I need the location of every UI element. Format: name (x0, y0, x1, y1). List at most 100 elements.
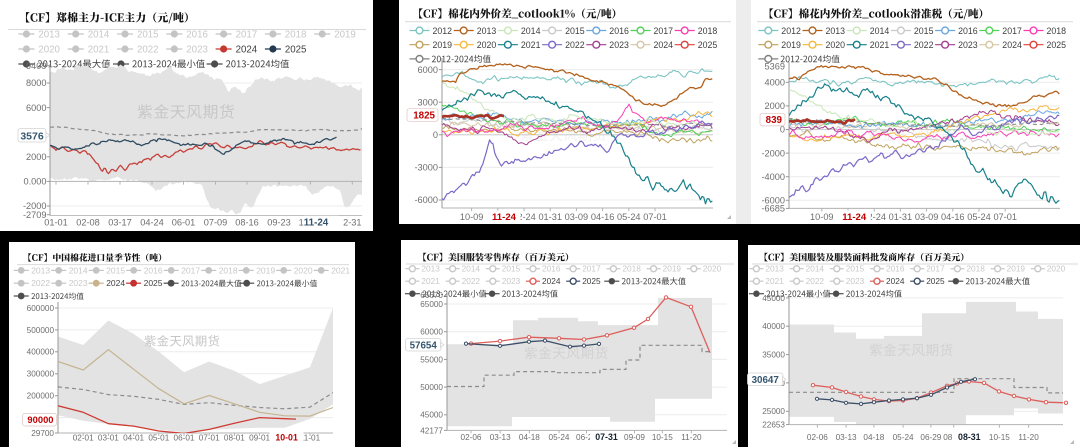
svg-text:2020: 2020 (1047, 264, 1066, 274)
svg-text:05-24: 05-24 (893, 433, 914, 442)
svg-text:2025: 2025 (1047, 40, 1067, 50)
svg-text:2018: 2018 (622, 264, 641, 274)
svg-text:45000: 45000 (762, 294, 785, 303)
svg-text:2013: 2013 (477, 26, 497, 36)
svg-text:03-17: 03-17 (108, 217, 132, 227)
svg-text:0: 0 (433, 130, 438, 140)
svg-text:2014: 2014 (521, 26, 541, 36)
svg-text:2014: 2014 (69, 265, 88, 275)
svg-text:2023: 2023 (846, 276, 865, 286)
svg-text:1825: 1825 (413, 110, 435, 121)
svg-text:03-13: 03-13 (490, 433, 511, 442)
svg-text:2020: 2020 (703, 264, 722, 274)
svg-text:90000: 90000 (27, 414, 53, 425)
svg-text:2016: 2016 (144, 265, 163, 275)
svg-text:2025: 2025 (285, 44, 307, 55)
svg-text:2022: 2022 (462, 276, 481, 286)
svg-text:2021: 2021 (521, 40, 541, 50)
svg-text:2017: 2017 (582, 264, 601, 274)
svg-text:50000: 50000 (420, 383, 443, 392)
svg-text:2025: 2025 (144, 278, 163, 288)
svg-text:2016: 2016 (609, 26, 629, 36)
svg-text:04-24: 04-24 (140, 217, 164, 227)
svg-text:2014: 2014 (870, 26, 890, 36)
svg-text:200000: 200000 (27, 392, 55, 401)
svg-text:2023: 2023 (502, 276, 521, 286)
svg-text:03-01: 03-01 (98, 434, 119, 443)
svg-text:2018: 2018 (285, 29, 307, 40)
svg-text:11-20: 11-20 (681, 433, 702, 442)
svg-text:66670: 66670 (420, 291, 443, 300)
svg-text:2018: 2018 (1047, 26, 1067, 36)
svg-text:06-29: 06-29 (920, 433, 941, 442)
svg-text:05-24: 05-24 (967, 212, 991, 222)
svg-text:05-24: 05-24 (549, 433, 570, 442)
svg-text:2024: 2024 (236, 44, 258, 55)
svg-text:2012: 2012 (781, 26, 801, 36)
svg-text:2017: 2017 (926, 264, 945, 274)
svg-text:2015: 2015 (106, 265, 125, 275)
svg-text:2016: 2016 (958, 26, 978, 36)
svg-text:2022: 2022 (914, 40, 934, 50)
svg-text:2021: 2021 (421, 276, 440, 286)
svg-text:40000: 40000 (762, 322, 785, 331)
svg-text:65000: 65000 (420, 300, 443, 309)
svg-text:02-08: 02-08 (76, 217, 100, 227)
svg-text:01-01: 01-01 (44, 217, 68, 227)
svg-text:11-20: 11-20 (1018, 433, 1039, 442)
svg-text:01-31: 01-31 (538, 212, 562, 222)
svg-text:2013: 2013 (38, 29, 60, 40)
svg-text:2019: 2019 (781, 40, 801, 50)
svg-text:07-31: 07-31 (595, 432, 618, 442)
svg-text:07-09: 07-09 (204, 217, 228, 227)
svg-text:2015: 2015 (502, 264, 521, 274)
svg-text:03-13: 03-13 (836, 433, 857, 442)
svg-text:2017: 2017 (181, 265, 200, 275)
svg-text:2024: 2024 (106, 278, 125, 288)
svg-text:2015: 2015 (846, 264, 865, 274)
svg-text:05-01: 05-01 (148, 434, 169, 443)
svg-text:8000: 8000 (26, 78, 46, 88)
svg-text:10-15: 10-15 (652, 433, 673, 442)
svg-text:2013: 2013 (826, 26, 846, 36)
svg-text:30647: 30647 (752, 375, 780, 386)
svg-text:03-09: 03-09 (565, 212, 589, 222)
svg-text:09-23: 09-23 (267, 217, 291, 227)
svg-text:04-01: 04-01 (123, 434, 144, 443)
svg-text:2018: 2018 (966, 264, 985, 274)
svg-text:12-24: 12-24 (862, 212, 886, 222)
svg-text:06-29: 06-29 (576, 433, 597, 442)
svg-text:2000: 2000 (26, 152, 46, 162)
svg-text:11-24: 11-24 (842, 212, 867, 223)
svg-text:2016: 2016 (886, 264, 905, 274)
svg-text:08-01: 08-01 (224, 434, 245, 443)
svg-text:2015: 2015 (137, 29, 159, 40)
svg-text:-4000: -4000 (762, 172, 786, 182)
svg-text:08-16: 08-16 (235, 217, 259, 227)
svg-text:02-06: 02-06 (807, 433, 828, 442)
svg-text:2013: 2013 (765, 264, 784, 274)
svg-text:400000: 400000 (27, 348, 55, 357)
svg-text:10-15: 10-15 (989, 433, 1010, 442)
svg-text:10-09: 10-09 (460, 212, 484, 222)
svg-text:-6000: -6000 (762, 196, 786, 206)
svg-text:12-24: 12-24 (512, 212, 536, 222)
svg-text:06-01: 06-01 (172, 217, 196, 227)
svg-text:-2709: -2709 (23, 210, 47, 220)
svg-text:2025: 2025 (926, 276, 945, 286)
svg-text:35000: 35000 (762, 351, 785, 360)
svg-text:6000: 6000 (418, 65, 438, 75)
svg-text:25000: 25000 (762, 407, 785, 416)
svg-text:3000: 3000 (418, 97, 438, 107)
svg-text:09-09: 09-09 (624, 433, 645, 442)
svg-text:04-18: 04-18 (863, 433, 884, 442)
svg-text:2024: 2024 (542, 276, 561, 286)
svg-text:2016: 2016 (542, 264, 561, 274)
svg-text:2023: 2023 (186, 44, 208, 55)
svg-text:4000: 4000 (765, 78, 785, 88)
svg-text:2025: 2025 (698, 40, 718, 50)
svg-text:2021: 2021 (765, 276, 784, 286)
svg-text:06-01: 06-01 (174, 434, 195, 443)
svg-text:6000: 6000 (26, 103, 46, 113)
svg-text:2019: 2019 (1007, 264, 1026, 274)
